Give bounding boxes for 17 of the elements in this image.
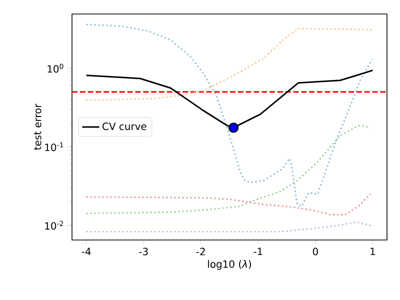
line-series: [86, 221, 373, 232]
x-tick-label: -3: [139, 248, 148, 256]
x-axis-title: log10 (λ): [208, 260, 251, 270]
x-tick-label: 0: [312, 248, 318, 256]
y-tick-label: 10$^{-1}$: [45, 142, 64, 152]
x-tick-label: -4: [82, 248, 91, 256]
x-tick-label: -1: [254, 248, 262, 256]
line-series: [86, 124, 372, 214]
x-tick-label: 1: [370, 248, 375, 256]
y-axis-title: test error: [34, 104, 42, 150]
legend-label: CV curve: [102, 122, 146, 130]
line-series: [86, 193, 372, 216]
line-series: [86, 28, 373, 102]
line-series: [86, 24, 373, 207]
y-tick-label: 10$^{-2}$: [45, 220, 64, 230]
y-tick-label: 10$^{0}$: [48, 64, 64, 73]
x-tick-label: -2: [196, 248, 205, 256]
